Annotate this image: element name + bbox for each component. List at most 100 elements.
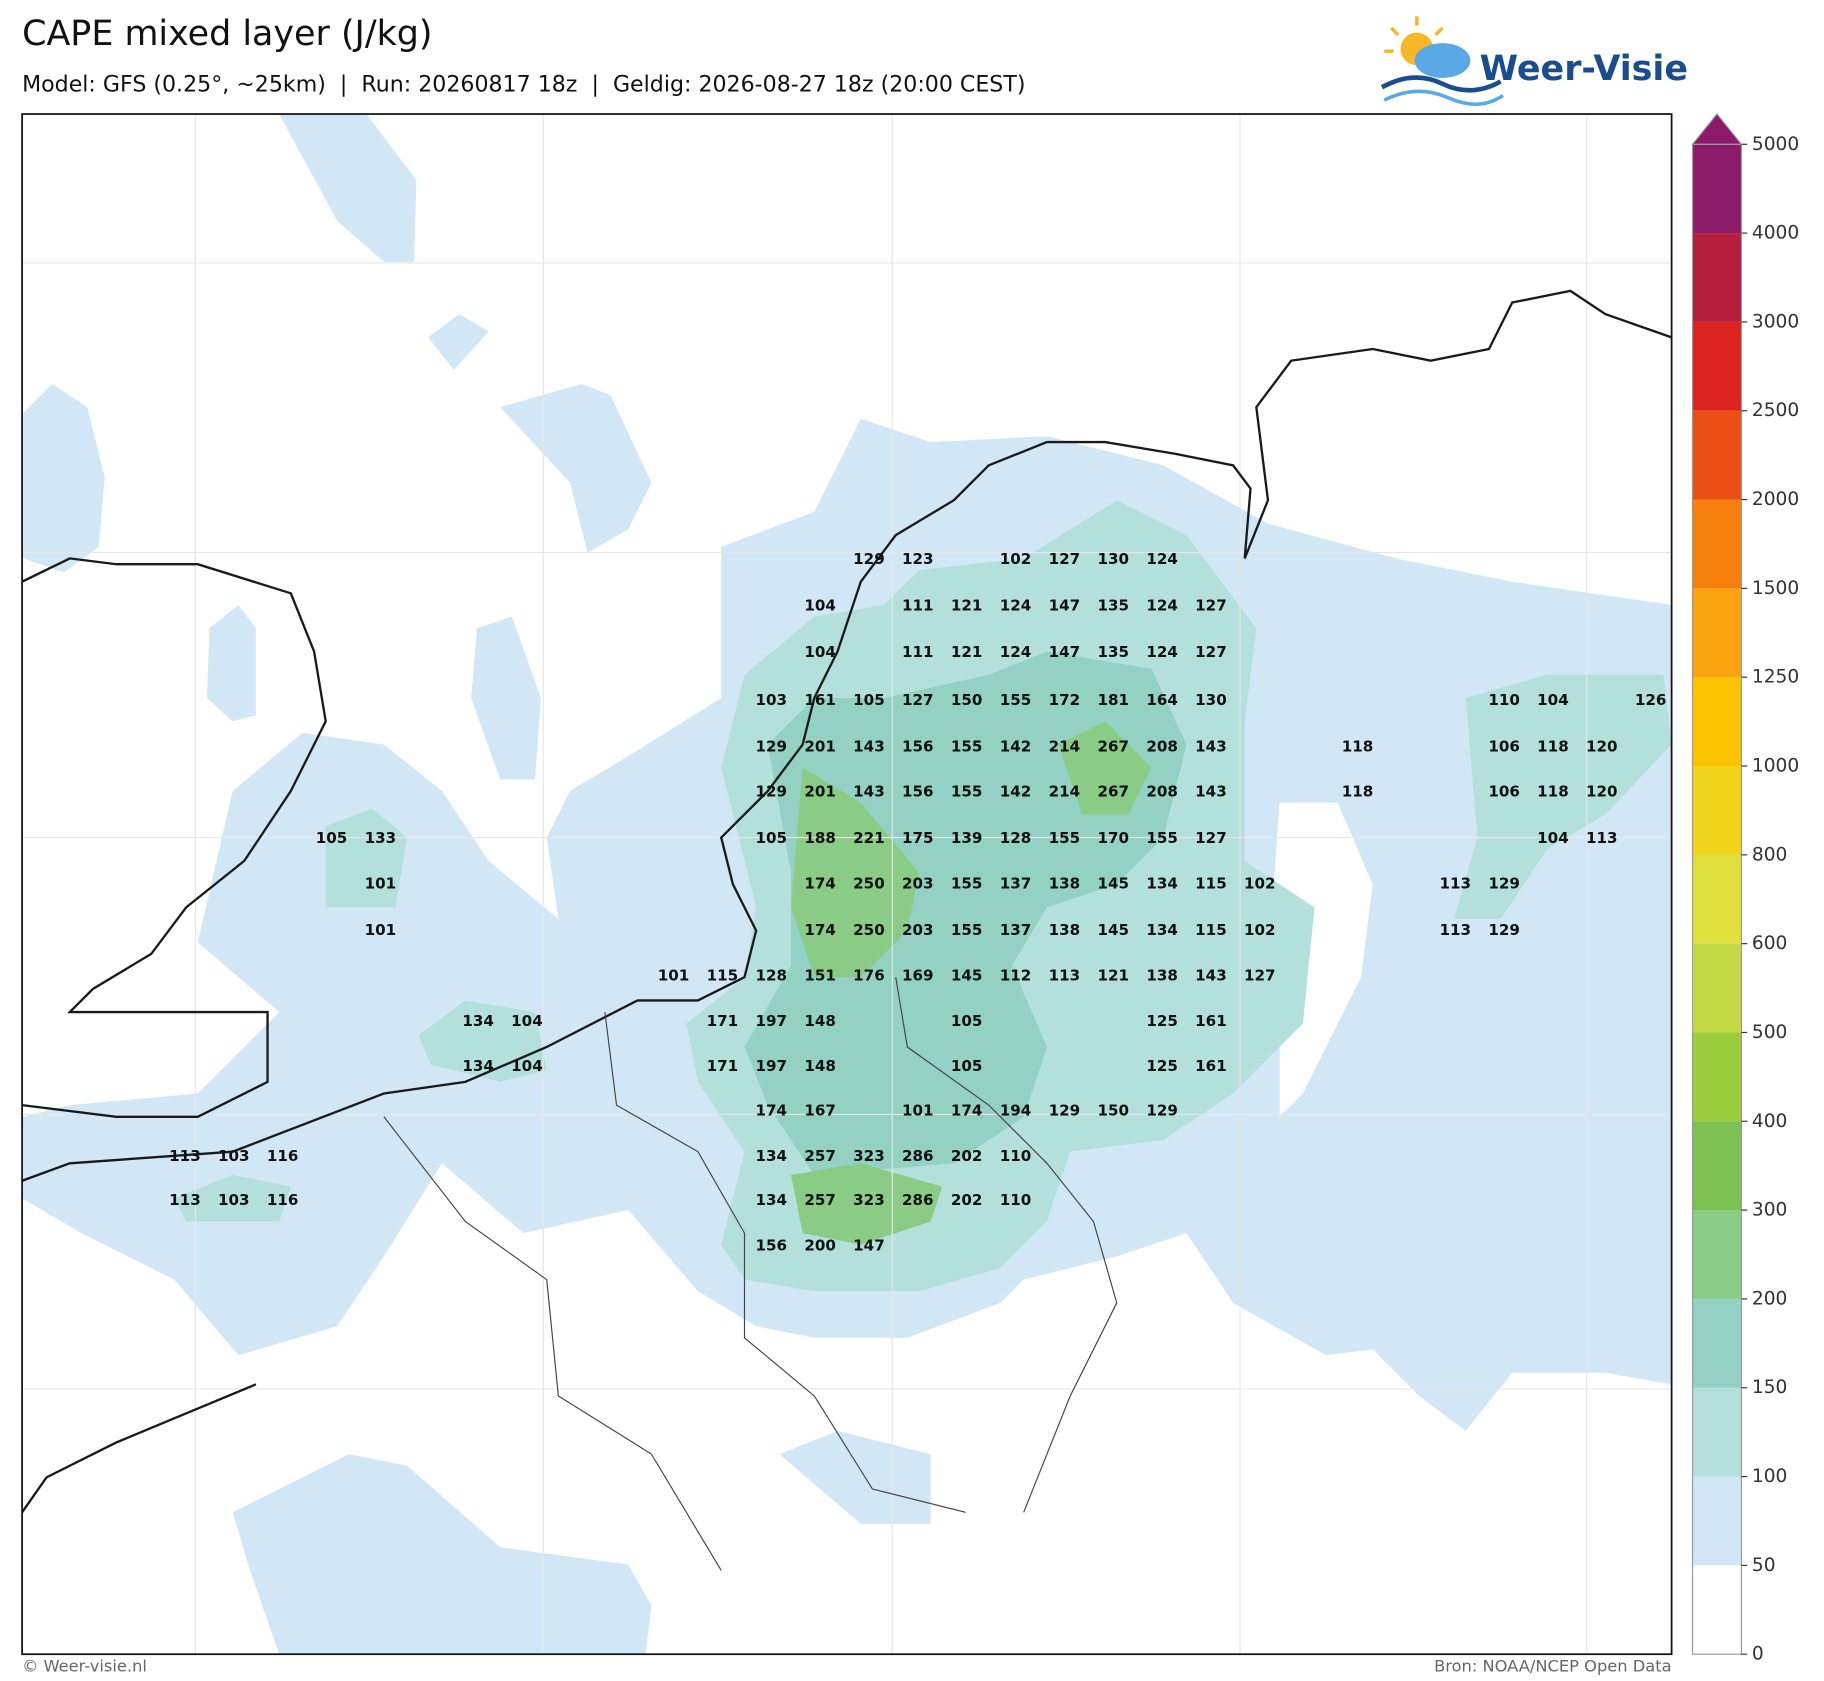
cape-label: 145 [1097,875,1129,893]
colorbar-tick-label: 300 [1752,1200,1788,1221]
cape-label: 174 [951,1101,983,1119]
colorbar-tick-label: 150 [1752,1377,1788,1398]
cape-label: 134 [755,1147,787,1165]
cape-label: 118 [1342,737,1374,755]
cape-label: 104 [804,643,836,661]
cape-label: 148 [804,1057,836,1075]
colorbar-band [1692,1032,1742,1122]
cape-label: 286 [902,1191,934,1209]
cape-label: 201 [804,737,836,755]
colorbar-band [1692,677,1742,767]
cape-label: 101 [902,1101,934,1119]
cape-label: 155 [1049,829,1081,847]
cape-label: 106 [1488,783,1520,801]
graticule [22,114,1672,1655]
cape-label: 103 [755,691,787,709]
cape-label: 194 [1000,1101,1032,1119]
cape-label: 174 [804,875,836,893]
cape-label: 133 [365,829,397,847]
cape-label: 181 [1097,691,1129,709]
borders [383,977,1118,1571]
colorbar-tick-label: 600 [1752,933,1788,954]
cape-label: 138 [1049,921,1081,939]
cape-label: 155 [951,737,983,755]
cape-label: 130 [1097,550,1129,568]
cape-label: 155 [951,875,983,893]
cape-label: 110 [1488,691,1520,709]
cape-label: 113 [1586,829,1618,847]
cape-label: 286 [902,1147,934,1165]
cape-label: 113 [1439,875,1471,893]
cape-label: 103 [218,1147,250,1165]
colorbar-tick-label: 800 [1752,844,1788,865]
cape-label: 134 [462,1057,494,1075]
cape-label: 104 [1537,829,1569,847]
cape-label: 124 [1000,597,1032,615]
cape-label: 164 [1146,691,1178,709]
cape-label: 208 [1146,737,1178,755]
cape-label: 127 [902,691,934,709]
colorbar-tick-label: 1250 [1752,667,1799,688]
cape-label: 118 [1537,783,1569,801]
cape-label: 250 [853,921,885,939]
coastline [22,289,1672,1513]
cape-label: 202 [951,1147,983,1165]
cape-label: 150 [951,691,983,709]
colorbar-band [1692,1210,1742,1299]
colorbar-band [1692,1387,1742,1477]
cape-label: 101 [658,967,690,985]
cape-label: 176 [853,967,885,985]
cape-label: 102 [1244,875,1276,893]
cape-label: 129 [1049,1101,1081,1119]
cape-label: 156 [902,737,934,755]
cape-label: 129 [853,550,885,568]
subtitle: Model: GFS (0.25°, ~25km) | Run: 2026081… [22,71,1025,97]
cape-label: 202 [951,1191,983,1209]
cape-label: 267 [1097,783,1129,801]
cape-label: 111 [902,643,934,661]
cape-label: 137 [1000,875,1032,893]
cape-label: 121 [951,643,983,661]
cape-label: 135 [1097,597,1129,615]
colorbar-band [1692,321,1742,411]
cape-label: 174 [804,921,836,939]
cape-label: 112 [1000,967,1032,985]
cape-label: 113 [1439,921,1471,939]
cape-label: 143 [1195,737,1227,755]
colorbar-tick-label: 3000 [1752,311,1799,332]
cape-label: 115 [1195,921,1227,939]
cape-label: 123 [902,550,934,568]
cape-label: 127 [1049,550,1081,568]
cape-label: 323 [853,1191,885,1209]
colorbar-tick-label: 2000 [1752,489,1799,510]
cape-label: 127 [1195,643,1227,661]
cape-label: 134 [1146,921,1178,939]
cape-label: 137 [1000,921,1032,939]
cape-label: 124 [1000,643,1032,661]
cape-label: 115 [707,967,739,985]
cape-label: 161 [1195,1057,1227,1075]
cape-label: 139 [951,829,983,847]
cape-label: 102 [1000,550,1032,568]
footer-left: © Weer-visie.nl [22,1657,147,1676]
cape-label: 267 [1097,737,1129,755]
cape-label: 134 [1146,875,1178,893]
colorbar-band [1692,1565,1742,1655]
cape-label: 134 [755,1191,787,1209]
colorbar-frame [1691,143,1742,1655]
cape-label: 104 [511,1012,543,1030]
shade-200 [791,721,1152,1245]
cape-label: 113 [169,1191,201,1209]
cape-label: 113 [1049,967,1081,985]
colorbar-tick-label: 400 [1752,1111,1788,1132]
value-labels: 129 123 102 127 130 124 104 111 121 124 147 135 124 1… [169,550,1666,1254]
cape-label: 105 [951,1057,983,1075]
cape-label: 203 [902,875,934,893]
cape-label: 170 [1097,829,1129,847]
cape-label: 125 [1146,1057,1178,1075]
cape-label: 138 [1146,967,1178,985]
cape-label: 105 [316,829,348,847]
cape-label: 120 [1586,783,1618,801]
cape-label: 104 [511,1057,543,1075]
cape-label: 111 [902,597,934,615]
